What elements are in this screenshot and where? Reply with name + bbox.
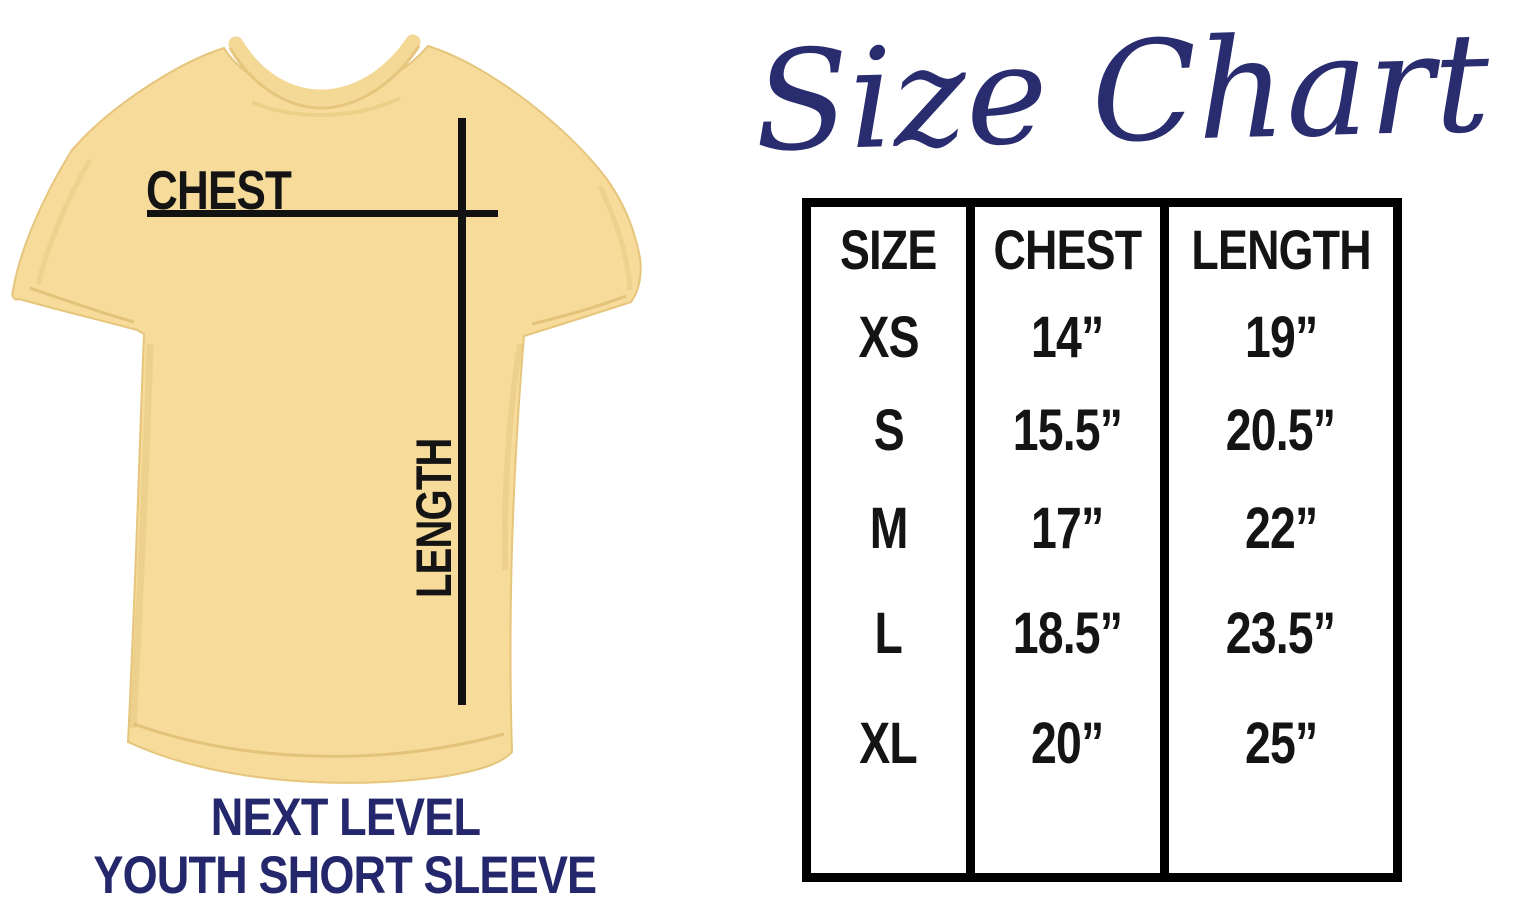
- cell-length-m: 22”: [1244, 495, 1318, 561]
- tshirt-left-cuff-seam: [29, 286, 135, 324]
- tshirt-collar-shadow: [251, 96, 401, 118]
- tshirt-right-sleeve-fold: [597, 184, 633, 291]
- cell-size-m: M: [869, 495, 909, 561]
- cell-size-l: L: [874, 600, 903, 666]
- tshirt-collar-seam: [228, 45, 421, 110]
- size-table: SIZE XS S M L XL CHEST 14”: [802, 198, 1402, 882]
- size-table-column-size: SIZE XS S M L XL: [811, 207, 975, 873]
- cell-size-s: S: [873, 397, 904, 463]
- tshirt-left-body-shadow: [129, 343, 154, 729]
- product-name-line2: YOUTH SHORT SLEEVE: [93, 846, 598, 905]
- chest-label-text: CHEST: [146, 159, 292, 221]
- tshirt-left-sleeve-fold: [35, 158, 93, 285]
- cell-chest-xl: 20”: [1031, 710, 1104, 776]
- column-header-size: SIZE: [840, 217, 937, 281]
- cell-chest-m: 17”: [1031, 495, 1104, 561]
- cell-chest-xs: 14”: [1031, 304, 1104, 370]
- cell-length-s: 20.5”: [1226, 397, 1336, 463]
- cell-length-xl: 25”: [1244, 710, 1318, 776]
- size-table-column-chest: CHEST 14” 15.5” 17” 18.5” 20”: [975, 207, 1169, 873]
- tshirt-collar-band: [228, 34, 421, 105]
- cell-size-xl: XL: [859, 710, 919, 776]
- product-name-caption: NEXT LEVEL YOUTH SHORT SLEEVE: [28, 789, 662, 905]
- length-label-text: LENGTH: [406, 438, 462, 598]
- column-header-length: LENGTH: [1191, 217, 1371, 281]
- tshirt-body: [11, 44, 642, 784]
- cell-length-xs: 19”: [1244, 304, 1318, 370]
- page-title: Size Chart: [752, 2, 1492, 183]
- length-label: LENGTH: [406, 433, 462, 603]
- tshirt-right-cuff-seam: [531, 294, 627, 326]
- cell-length-l: 23.5”: [1226, 600, 1336, 666]
- cell-chest-s: 15.5”: [1012, 397, 1123, 463]
- cell-chest-l: 18.5”: [1012, 600, 1123, 666]
- size-table-column-length: LENGTH 19” 20.5” 22” 23.5” 25”: [1169, 207, 1393, 873]
- column-header-chest: CHEST: [993, 217, 1142, 281]
- tshirt-image: [11, 16, 642, 784]
- cell-size-xs: XS: [858, 304, 919, 370]
- chest-measure-line: [147, 210, 498, 217]
- product-name-line1: NEXT LEVEL: [210, 788, 480, 847]
- tshirt-right-underarm-shadow: [501, 343, 523, 571]
- length-measure-line: [458, 118, 466, 705]
- chest-label: CHEST: [146, 158, 327, 222]
- tshirt-hem-seam: [133, 722, 505, 758]
